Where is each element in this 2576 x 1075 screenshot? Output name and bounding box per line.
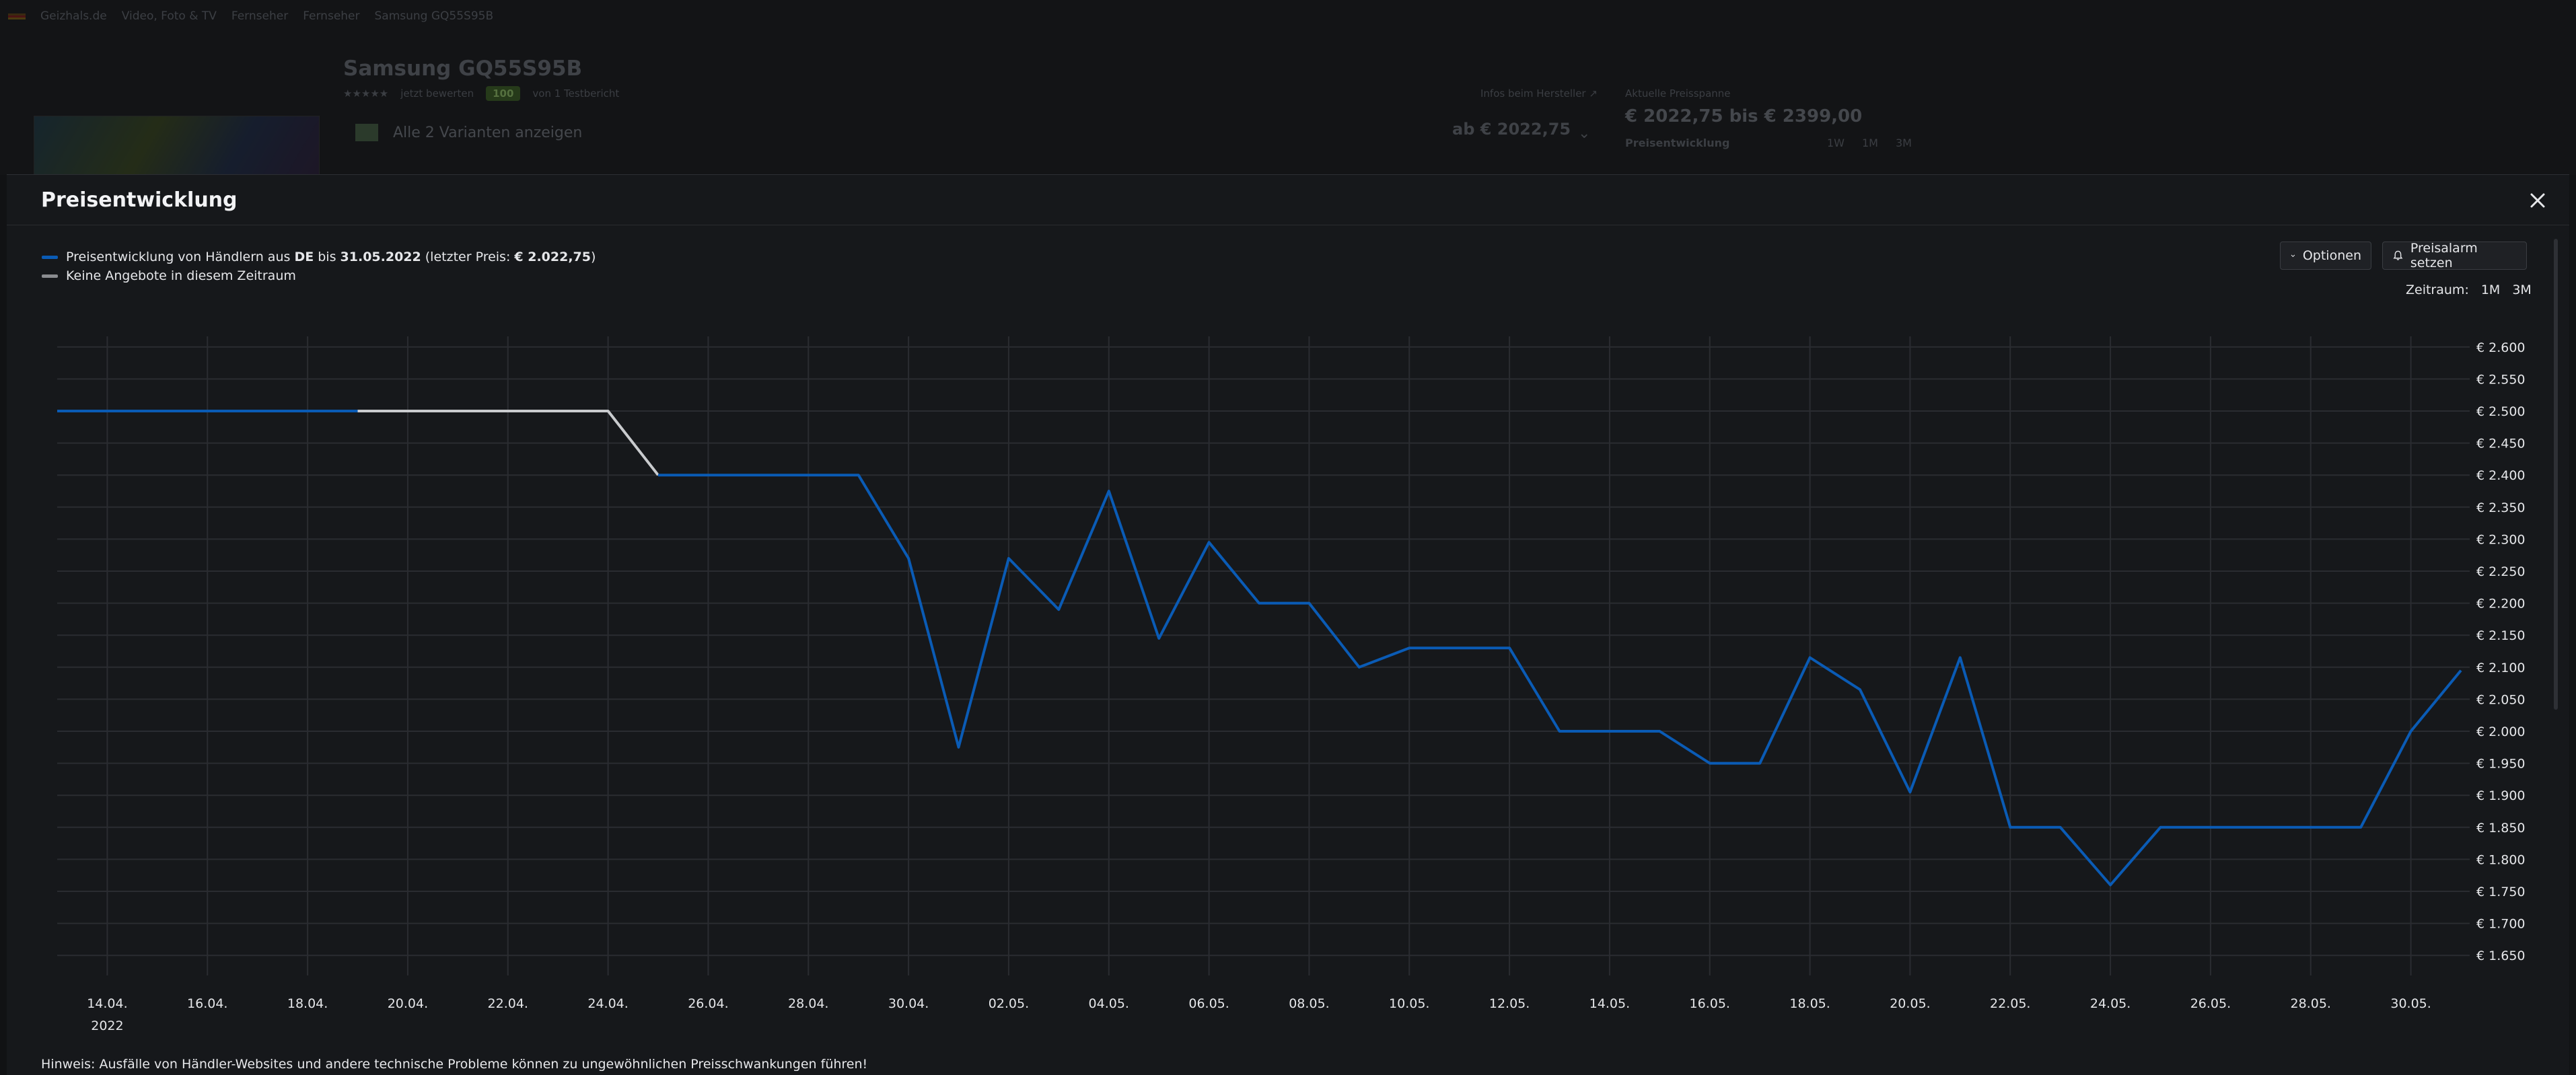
breadcrumb-item[interactable]: Fernseher xyxy=(303,9,359,23)
breadcrumb-item: Samsung GQ55S95B xyxy=(375,9,494,23)
breadcrumb: Geizhals.de Video, Foto & TV Fernseher F… xyxy=(8,9,493,23)
flag-icon xyxy=(8,13,26,20)
price-chart: € 1.650 € 1.700 € 1.750 € 1.800 € 1.850 € 1.9… xyxy=(7,175,2569,1075)
y-tick-label: € 2.550 xyxy=(2476,372,2526,387)
y-tick-label: € 2.250 xyxy=(2476,564,2526,579)
x-tick-label: 08.05. xyxy=(1289,996,1329,1011)
x-tick-label: 26.05. xyxy=(2190,996,2231,1011)
x-tick-label: 16.05. xyxy=(1690,996,1730,1011)
test-score-badge: 100 xyxy=(486,86,520,101)
y-tick-label: € 2.150 xyxy=(2476,628,2526,643)
y-tick-label: € 1.650 xyxy=(2476,949,2526,963)
x-tick-label: 18.04. xyxy=(287,996,328,1011)
y-tick-label: € 1.700 xyxy=(2476,917,2526,932)
y-tick-label: € 2.600 xyxy=(2476,340,2526,355)
y-tick-label: € 2.350 xyxy=(2476,501,2526,515)
hint-text: Hinweis: Ausfälle von Händler-Websites u… xyxy=(41,1057,867,1072)
x-tick-label: 22.04. xyxy=(488,996,528,1011)
x-tick-label: 20.04. xyxy=(388,996,428,1011)
price-range: € 2022,75 bis € 2399,00 xyxy=(1625,106,1862,126)
x-tick-label: 24.04. xyxy=(587,996,628,1011)
series-line xyxy=(658,475,2461,885)
breadcrumb-item[interactable]: Geizhals.de xyxy=(40,9,107,23)
y-tick-label: € 2.400 xyxy=(2476,468,2526,483)
background-page: Geizhals.de Video, Foto & TV Fernseher F… xyxy=(0,0,2576,175)
y-tick-label: € 1.750 xyxy=(2476,885,2526,899)
x-tick-label: 24.05. xyxy=(2090,996,2131,1011)
rating-row: ★★★★★ jetzt bewerten 100 von 1 Testberic… xyxy=(343,86,619,101)
x-year-label: 2022 xyxy=(91,1018,123,1033)
x-tick-label: 28.04. xyxy=(788,996,828,1011)
x-tick-label: 02.05. xyxy=(989,996,1029,1011)
price-history-modal: Preisentwicklung Preisentwicklung von Hä… xyxy=(7,174,2569,1075)
x-tick-label: 28.05. xyxy=(2291,996,2331,1011)
tab-1w[interactable]: 1W xyxy=(1827,137,1845,149)
rating-stars[interactable]: ★★★★★ xyxy=(343,87,388,100)
y-tick-label: € 1.950 xyxy=(2476,757,2526,772)
y-tick-label: € 2.000 xyxy=(2476,725,2526,739)
manufacturer-link[interactable]: Infos beim Hersteller ↗ xyxy=(1480,87,1598,100)
y-tick-label: € 2.100 xyxy=(2476,661,2526,675)
y-tick-label: € 1.850 xyxy=(2476,821,2526,836)
tab-1m[interactable]: 1M xyxy=(1862,137,1878,149)
variants-icon xyxy=(355,124,378,141)
rating-link[interactable]: jetzt bewerten xyxy=(400,87,474,100)
x-tick-label: 18.05. xyxy=(1789,996,1830,1011)
price-development-label: Preisentwicklung xyxy=(1625,137,1729,149)
min-price: ab € 2022,75 xyxy=(1452,120,1571,139)
tests-link[interactable]: von 1 Testbericht xyxy=(532,87,619,100)
product-image xyxy=(34,116,320,178)
variants-label: Alle 2 Varianten anzeigen xyxy=(393,124,582,141)
x-tick-label: 30.04. xyxy=(888,996,929,1011)
x-tick-label: 14.04. xyxy=(87,996,127,1011)
x-tick-label: 26.04. xyxy=(688,996,728,1011)
chevron-down-icon[interactable]: ⌄ xyxy=(1578,125,1590,142)
price-range-label: Aktuelle Preisspanne xyxy=(1625,87,1731,100)
breadcrumb-item[interactable]: Fernseher xyxy=(231,9,288,23)
breadcrumb-item[interactable]: Video, Foto & TV xyxy=(122,9,217,23)
x-tick-label: 22.05. xyxy=(1990,996,2030,1011)
y-tick-label: € 2.450 xyxy=(2476,437,2526,451)
y-tick-label: € 2.500 xyxy=(2476,404,2526,419)
y-tick-label: € 1.900 xyxy=(2476,788,2526,803)
y-tick-label: € 2.050 xyxy=(2476,692,2526,707)
x-tick-label: 06.05. xyxy=(1188,996,1229,1011)
x-tick-label: 30.05. xyxy=(2390,996,2431,1011)
x-tick-label: 20.05. xyxy=(1890,996,1930,1011)
x-tick-label: 10.05. xyxy=(1389,996,1429,1011)
variants-link[interactable]: Alle 2 Varianten anzeigen xyxy=(355,124,582,141)
y-tick-label: € 1.800 xyxy=(2476,852,2526,867)
tab-3m[interactable]: 3M xyxy=(1896,137,1912,149)
product-title: Samsung GQ55S95B xyxy=(343,57,582,81)
y-tick-label: € 2.300 xyxy=(2476,532,2526,547)
x-tick-label: 04.05. xyxy=(1089,996,1129,1011)
background-timeframes: 1W 1M 3M xyxy=(1827,137,1912,149)
x-tick-label: 14.05. xyxy=(1589,996,1630,1011)
x-tick-label: 12.05. xyxy=(1489,996,1530,1011)
y-tick-label: € 2.200 xyxy=(2476,597,2526,611)
x-tick-label: 16.04. xyxy=(187,996,227,1011)
